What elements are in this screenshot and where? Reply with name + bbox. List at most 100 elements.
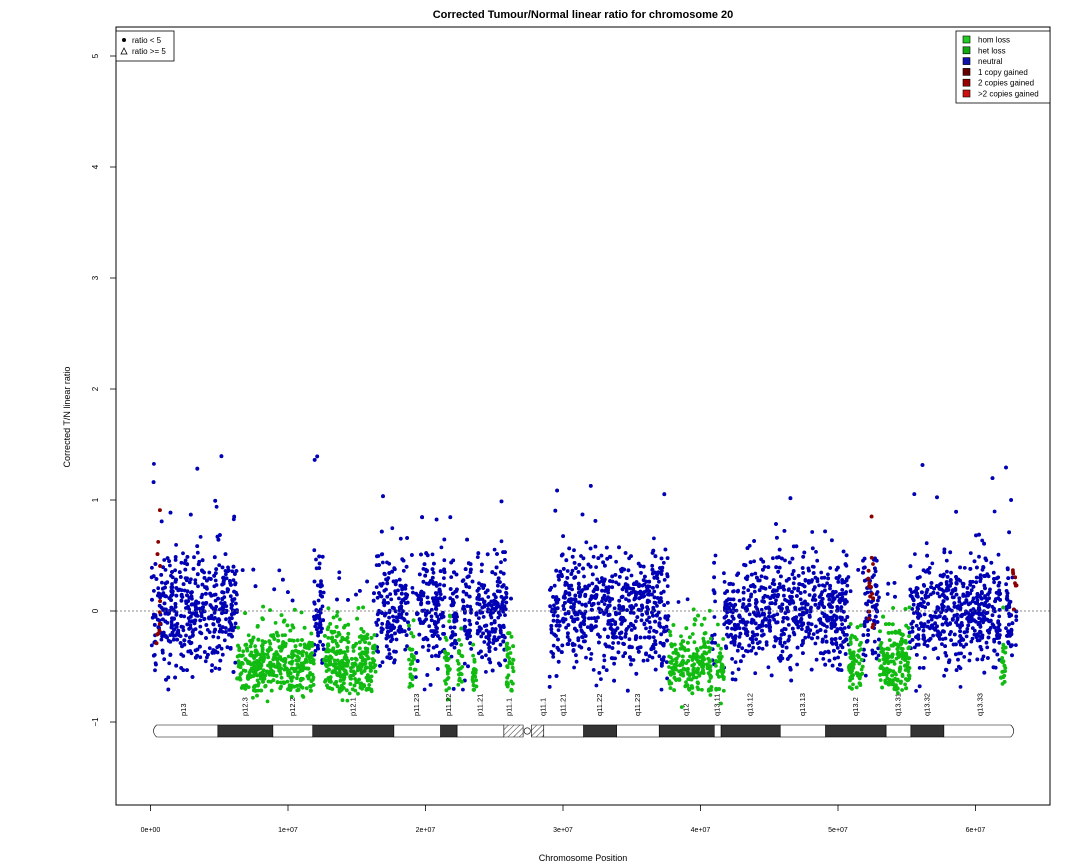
neutral-point [979, 647, 984, 652]
neutral-point [1004, 626, 1008, 630]
neutral-point [403, 583, 408, 588]
neutral-point [749, 648, 754, 653]
neutral-point [419, 593, 424, 598]
neutral-point [556, 659, 561, 664]
neutral-point [213, 578, 218, 583]
neutral-point [770, 581, 775, 586]
neutral-point [876, 598, 880, 603]
neutral-point [666, 614, 671, 618]
neutral-point [754, 637, 758, 642]
neutral-point [168, 652, 173, 657]
neutral-point [499, 539, 504, 544]
neutral-point [213, 571, 218, 575]
neutral-point [932, 586, 936, 591]
neutral-point [798, 591, 803, 595]
neutral-point [199, 614, 204, 618]
neutral-point [154, 662, 158, 667]
neutral-point [426, 643, 431, 648]
neutral-point [948, 621, 952, 626]
neutral-point [665, 600, 670, 605]
neutral-point [559, 650, 564, 654]
neutral-point [866, 628, 870, 632]
neutral-point [732, 635, 737, 640]
neutral-point [503, 658, 507, 663]
neutral-point [804, 610, 809, 615]
neutral-point [775, 555, 779, 560]
neutral-point [209, 668, 214, 673]
neutral-point [403, 586, 408, 591]
neutral-point [375, 612, 380, 617]
neutral-point [165, 556, 170, 560]
neutral-point [835, 604, 840, 609]
neutral-point [335, 597, 339, 602]
neutral-point [948, 550, 953, 555]
neutral-point [940, 574, 945, 579]
neutral-point [404, 564, 409, 569]
neutral-point [649, 647, 654, 652]
neutral-point [798, 607, 802, 612]
neutral-point [467, 618, 472, 623]
neutral-point [627, 637, 632, 642]
neutral-point [584, 540, 589, 545]
neutral-point [956, 657, 960, 662]
neutral-point [596, 556, 601, 560]
neutral-point [233, 621, 238, 626]
neutral-point [967, 658, 972, 663]
neutral-point [923, 639, 928, 644]
neutral-point [886, 581, 891, 586]
neutral-point [735, 648, 740, 653]
neutral-point [750, 630, 755, 635]
neutral-point [177, 587, 182, 592]
neutral-point [418, 621, 423, 625]
neutral-point [712, 591, 717, 596]
neutral-point [232, 514, 237, 519]
neutral-point [233, 625, 237, 630]
neutral-point [224, 572, 228, 577]
neutral-point [583, 592, 588, 597]
neutral-point [627, 598, 631, 603]
neutral-point [843, 652, 848, 656]
neutral-point [384, 644, 389, 649]
neutral-point [921, 628, 926, 633]
neutral-point [964, 609, 968, 614]
neutral-point [870, 651, 875, 656]
neutral-point [874, 592, 879, 596]
neutral-point [915, 576, 920, 580]
neutral-point [195, 572, 200, 577]
neutral-point [828, 592, 833, 597]
neutral-point [466, 664, 470, 669]
neutral-point [635, 646, 640, 651]
neutral-point [212, 593, 216, 597]
neutral-point [188, 635, 192, 640]
neutral-point [812, 585, 817, 590]
neutral-point [872, 639, 877, 644]
neutral-point [744, 648, 748, 653]
neutral-point [549, 627, 554, 632]
neutral-point [497, 661, 501, 666]
neutral-point [405, 536, 409, 540]
neutral-point [593, 519, 598, 523]
neutral-point [189, 591, 193, 595]
neutral-point [602, 653, 606, 658]
neutral-point [745, 633, 750, 638]
neutral-point [920, 604, 925, 609]
neutral-point [931, 633, 935, 638]
neutral-point [462, 678, 467, 683]
neutral-point [425, 595, 430, 600]
neutral-point [968, 618, 972, 623]
y-axis-label: Corrected T/N linear ratio [62, 367, 72, 468]
neutral-point [659, 572, 664, 576]
neutral-point [174, 663, 179, 668]
neutral-point [800, 566, 805, 570]
neutral-point [217, 623, 222, 628]
neutral-point [772, 613, 776, 618]
neutral-point [500, 600, 505, 604]
neutral-point [193, 655, 198, 660]
neutral-point [393, 567, 397, 572]
neutral-point [944, 620, 948, 625]
neutral-point [823, 634, 828, 639]
neutral-point [174, 577, 178, 582]
neutral-point [626, 568, 631, 573]
neutral-point [827, 597, 832, 602]
